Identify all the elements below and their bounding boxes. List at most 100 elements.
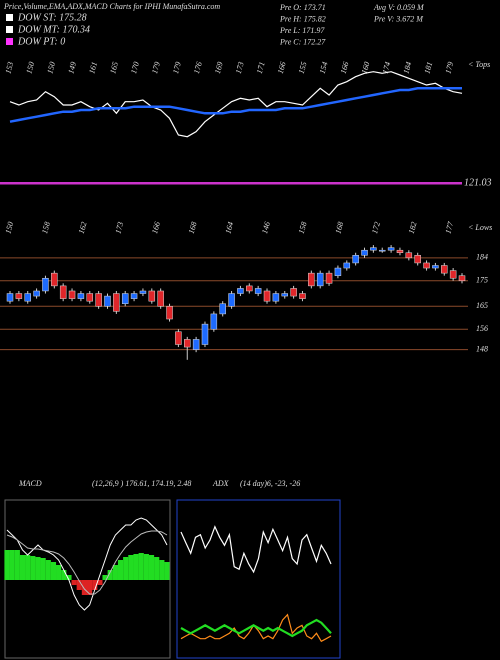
candle-body bbox=[166, 306, 173, 320]
candle-body bbox=[343, 262, 351, 269]
top-label: 169 bbox=[213, 61, 225, 75]
candle-body bbox=[33, 290, 40, 297]
stat: Pre O: 173.71 bbox=[279, 3, 326, 12]
candle-body bbox=[77, 293, 85, 299]
top-label: 166 bbox=[276, 61, 288, 75]
low-label: 177 bbox=[443, 220, 455, 235]
stat: Pre L: 171.97 bbox=[279, 26, 325, 35]
stat: Pre C: 172.27 bbox=[279, 37, 326, 46]
y-tick-label: 184 bbox=[476, 253, 488, 262]
macd-bar bbox=[117, 560, 124, 580]
adx-label: ADX bbox=[212, 479, 230, 488]
top-label: 149 bbox=[66, 61, 78, 75]
macd-bar bbox=[45, 560, 51, 580]
macd-bar bbox=[66, 575, 72, 580]
macd-bar bbox=[50, 562, 57, 580]
candle-body bbox=[113, 293, 120, 312]
low-label: 158 bbox=[40, 221, 52, 235]
macd-bar bbox=[71, 580, 77, 585]
low-label: 164 bbox=[223, 221, 235, 235]
macd-bar bbox=[138, 553, 144, 580]
candle-body bbox=[59, 285, 67, 299]
macd-bar bbox=[56, 565, 62, 580]
low-label: 173 bbox=[113, 221, 125, 235]
candle-body bbox=[387, 247, 395, 251]
macd-line bbox=[6, 530, 168, 595]
low-label: 146 bbox=[260, 221, 272, 235]
macd-bar bbox=[30, 556, 36, 580]
low-label: 182 bbox=[407, 221, 419, 235]
low-label: 162 bbox=[77, 221, 89, 235]
low-label: 172 bbox=[370, 221, 382, 235]
top-label: 179 bbox=[150, 61, 162, 75]
macd-bar bbox=[9, 550, 15, 580]
candle-body bbox=[121, 293, 129, 304]
candle-body bbox=[24, 293, 31, 302]
top-label: 170 bbox=[129, 61, 141, 75]
top-label: 160 bbox=[360, 61, 372, 75]
low-label: 168 bbox=[187, 221, 199, 235]
legend-label: DOW PT: 0 bbox=[17, 36, 65, 47]
macd-bar bbox=[97, 580, 103, 585]
candle-body bbox=[396, 249, 404, 253]
candle-body bbox=[361, 249, 368, 256]
price-line bbox=[9, 71, 463, 138]
macd-bar bbox=[92, 580, 98, 590]
candle-body bbox=[254, 288, 262, 294]
candle-body bbox=[432, 265, 439, 269]
macd-bar bbox=[25, 555, 31, 580]
candle-body bbox=[192, 339, 200, 350]
top-label: 184 bbox=[402, 61, 414, 75]
top-label: 154 bbox=[318, 61, 330, 75]
candle-body bbox=[378, 249, 386, 252]
legend-swatch bbox=[6, 38, 13, 45]
candle-body bbox=[290, 288, 297, 297]
macd-bar bbox=[143, 554, 149, 580]
candle-body bbox=[139, 290, 147, 294]
candle-body bbox=[201, 323, 209, 345]
candle-body bbox=[228, 293, 235, 307]
candle-body bbox=[51, 272, 58, 287]
candle-body bbox=[95, 293, 102, 307]
macd-bar bbox=[61, 570, 67, 580]
top-label: 179 bbox=[443, 61, 455, 75]
y-tick-label: 156 bbox=[476, 324, 488, 333]
candle-body bbox=[6, 293, 14, 302]
candle-body bbox=[423, 262, 430, 269]
candle-body bbox=[210, 313, 218, 330]
low-label: 168 bbox=[333, 221, 345, 235]
candle-body bbox=[281, 293, 288, 297]
legend-swatch bbox=[6, 26, 13, 33]
macd-bar bbox=[159, 560, 165, 580]
candle-body bbox=[334, 267, 342, 276]
candle-body bbox=[237, 288, 244, 294]
top-label: 173 bbox=[234, 61, 246, 75]
macd-bar bbox=[107, 570, 113, 580]
macd-bar bbox=[112, 565, 118, 580]
y-tick-label: 175 bbox=[476, 276, 488, 285]
top-label: 150 bbox=[24, 61, 36, 75]
adx-line bbox=[180, 618, 332, 638]
top-label: 171 bbox=[255, 61, 267, 75]
y-tick-label: 148 bbox=[476, 344, 488, 353]
macd-bar bbox=[148, 555, 155, 580]
top-label: 153 bbox=[3, 61, 15, 75]
candle-body bbox=[15, 293, 23, 299]
candle-body bbox=[272, 293, 280, 302]
legend-label: DOW MT: 170.34 bbox=[17, 24, 90, 35]
legend-label: DOW ST: 175.28 bbox=[17, 12, 87, 23]
top-label: 155 bbox=[297, 61, 309, 75]
macd-bar bbox=[128, 555, 134, 580]
top-label: 166 bbox=[339, 61, 351, 75]
top-label: 179 bbox=[171, 61, 183, 75]
candle-body bbox=[449, 270, 457, 279]
macd-bar bbox=[154, 557, 160, 580]
candle-body bbox=[148, 290, 156, 302]
macd-bar bbox=[81, 580, 88, 595]
macd-bar bbox=[35, 557, 41, 580]
ema-line bbox=[9, 87, 462, 123]
candle-body bbox=[458, 275, 466, 282]
top-label: 181 bbox=[422, 61, 434, 75]
candle-body bbox=[86, 293, 94, 302]
macd-params: (12,26,9 ) 176.61, 174.19, 2.48 bbox=[92, 479, 191, 488]
